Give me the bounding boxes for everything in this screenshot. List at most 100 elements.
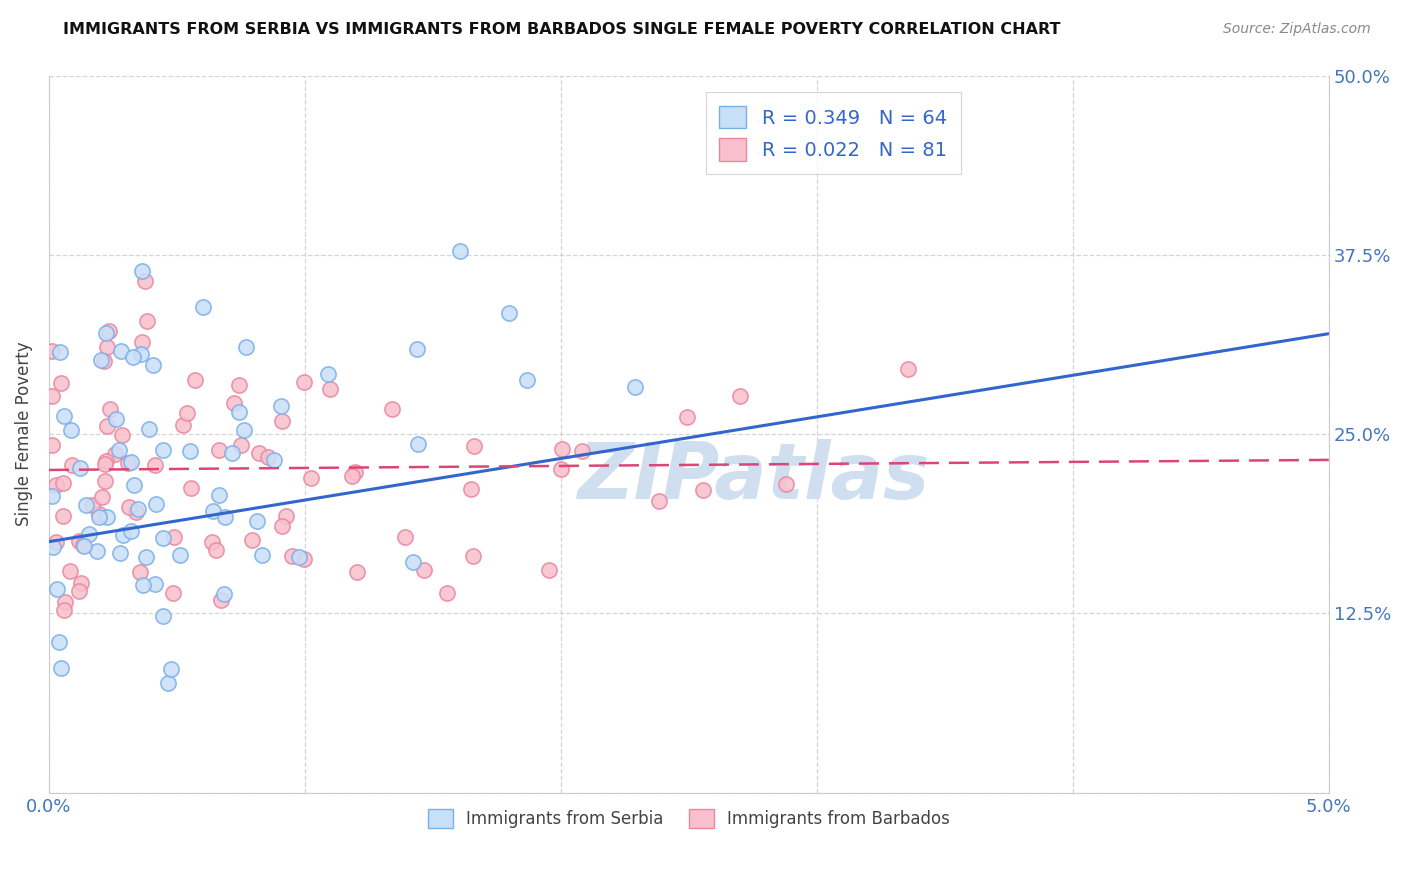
- Point: [51, 660, 73, 674]
- Point: [436, 586, 458, 600]
- Point: [145, 577, 167, 591]
- Point: [209, 593, 232, 607]
- Point: [449, 244, 471, 258]
- Point: [104, 412, 127, 426]
- Point: [250, 549, 273, 563]
- Point: [221, 446, 243, 460]
- Point: [72, 538, 94, 552]
- Point: [461, 549, 484, 563]
- Point: [52, 409, 75, 423]
- Point: [46, 582, 69, 597]
- Point: [53, 602, 76, 616]
- Point: [247, 446, 270, 460]
- Point: [131, 264, 153, 278]
- Point: [138, 422, 160, 436]
- Point: [132, 578, 155, 592]
- Point: [270, 399, 292, 413]
- Point: [60, 458, 83, 472]
- Point: [108, 546, 131, 560]
- Point: [406, 436, 429, 450]
- Point: [96, 509, 118, 524]
- Point: [93, 458, 115, 472]
- Point: [41, 489, 63, 503]
- Point: [120, 524, 142, 538]
- Point: [82, 498, 104, 512]
- Point: [624, 380, 647, 394]
- Legend: Immigrants from Serbia, Immigrants from Barbados: Immigrants from Serbia, Immigrants from …: [422, 802, 956, 835]
- Point: [231, 437, 253, 451]
- Point: [346, 565, 368, 579]
- Point: [104, 446, 127, 460]
- Point: [288, 549, 311, 564]
- Point: [675, 410, 697, 425]
- Point: [214, 509, 236, 524]
- Point: [228, 405, 250, 419]
- Point: [124, 478, 146, 492]
- Point: [86, 543, 108, 558]
- Point: [412, 563, 434, 577]
- Point: [292, 552, 315, 566]
- Point: [281, 549, 304, 563]
- Point: [96, 454, 118, 468]
- Point: [516, 373, 538, 387]
- Point: [128, 565, 150, 579]
- Point: [145, 458, 167, 473]
- Point: [51, 376, 73, 390]
- Point: [242, 533, 264, 547]
- Point: [271, 519, 294, 533]
- Point: [208, 442, 231, 457]
- Point: [381, 402, 404, 417]
- Point: [201, 535, 224, 549]
- Point: [343, 465, 366, 479]
- Point: [110, 428, 132, 442]
- Point: [172, 417, 194, 432]
- Point: [204, 543, 226, 558]
- Point: [463, 439, 485, 453]
- Point: [498, 306, 520, 320]
- Point: [93, 474, 115, 488]
- Point: [728, 389, 751, 403]
- Point: [120, 455, 142, 469]
- Point: [224, 396, 246, 410]
- Y-axis label: Single Female Poverty: Single Female Poverty: [15, 342, 32, 526]
- Point: [208, 488, 231, 502]
- Point: [111, 527, 134, 541]
- Point: [69, 461, 91, 475]
- Point: [233, 423, 256, 437]
- Point: [406, 343, 429, 357]
- Point: [176, 406, 198, 420]
- Point: [53, 595, 76, 609]
- Point: [87, 510, 110, 524]
- Point: [70, 575, 93, 590]
- Point: [245, 514, 267, 528]
- Point: [52, 475, 75, 490]
- Point: [134, 274, 156, 288]
- Point: [775, 477, 797, 491]
- Point: [160, 662, 183, 676]
- Point: [45, 534, 67, 549]
- Point: [135, 314, 157, 328]
- Point: [117, 456, 139, 470]
- Point: [235, 340, 257, 354]
- Point: [648, 493, 671, 508]
- Point: [45, 478, 67, 492]
- Point: [156, 676, 179, 690]
- Point: [202, 504, 225, 518]
- Point: [142, 358, 165, 372]
- Point: [271, 414, 294, 428]
- Point: [135, 549, 157, 564]
- Text: IMMIGRANTS FROM SERBIA VS IMMIGRANTS FROM BARBADOS SINGLE FEMALE POVERTY CORRELA: IMMIGRANTS FROM SERBIA VS IMMIGRANTS FRO…: [63, 22, 1060, 37]
- Point: [152, 532, 174, 546]
- Point: [256, 450, 278, 464]
- Point: [394, 530, 416, 544]
- Point: [152, 443, 174, 458]
- Point: [93, 354, 115, 368]
- Point: [67, 534, 90, 549]
- Point: [193, 300, 215, 314]
- Point: [571, 443, 593, 458]
- Point: [89, 507, 111, 521]
- Point: [96, 340, 118, 354]
- Point: [90, 490, 112, 504]
- Text: ZIPatlas: ZIPatlas: [576, 439, 929, 515]
- Point: [125, 505, 148, 519]
